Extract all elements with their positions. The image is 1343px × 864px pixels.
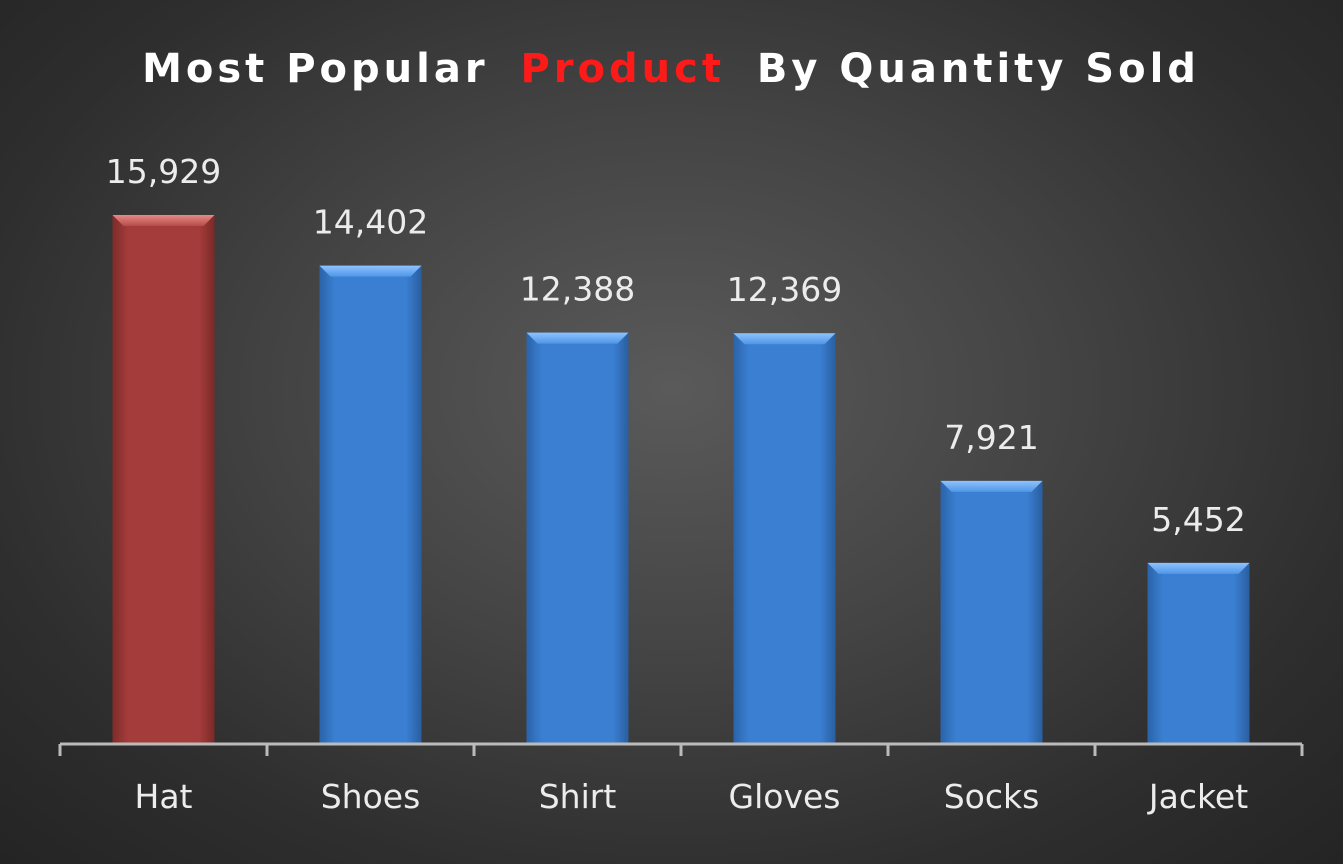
chart-title-part2: By Quantity Sold <box>757 46 1200 92</box>
bar-body <box>1147 562 1250 744</box>
bar-jacket <box>1147 562 1250 744</box>
bar-bevel <box>940 480 1043 492</box>
tick-label-shirt: Shirt <box>539 777 617 816</box>
chart-title-part1: Most Popular <box>142 46 488 92</box>
tick-label-shoes: Shoes <box>321 777 421 816</box>
data-label-shirt: 12,388 <box>520 270 635 309</box>
bar-body <box>319 265 422 744</box>
bar-gloves <box>733 333 836 744</box>
tick-label-jacket: Jacket <box>1147 777 1248 816</box>
x-axis-tick-labels: Hat Shoes Shirt Gloves Socks Jacket <box>135 777 1249 816</box>
data-label-shoes: 14,402 <box>313 203 428 242</box>
data-label-socks: 7,921 <box>944 418 1038 457</box>
bar-bevel <box>526 332 629 344</box>
chart-title-highlight: Product <box>520 46 724 92</box>
bar-hat <box>112 214 215 745</box>
bar-shoes <box>319 265 422 744</box>
data-label-jacket: 5,452 <box>1151 500 1245 539</box>
x-axis <box>58 742 1304 756</box>
data-labels: 15,929 14,402 12,388 12,369 7,921 5,452 <box>106 152 1246 539</box>
bar-bevel <box>112 214 215 226</box>
bar-body <box>526 332 629 744</box>
bar-body <box>940 480 1043 744</box>
data-label-gloves: 12,369 <box>727 270 842 309</box>
chart-title: Most Popular Product By Quantity Sold <box>142 46 1200 92</box>
bar-body <box>733 333 836 744</box>
bar-bevel <box>733 333 836 345</box>
bar-shirt <box>526 332 629 744</box>
bar-body <box>112 214 215 745</box>
bar-bevel <box>319 265 422 277</box>
tick-label-hat: Hat <box>135 777 193 816</box>
data-label-hat: 15,929 <box>106 152 221 191</box>
bar-socks <box>940 480 1043 744</box>
bar-bevel <box>1147 562 1250 574</box>
bars-layer <box>112 214 1250 745</box>
tick-label-gloves: Gloves <box>729 777 841 816</box>
tick-label-socks: Socks <box>944 777 1040 816</box>
